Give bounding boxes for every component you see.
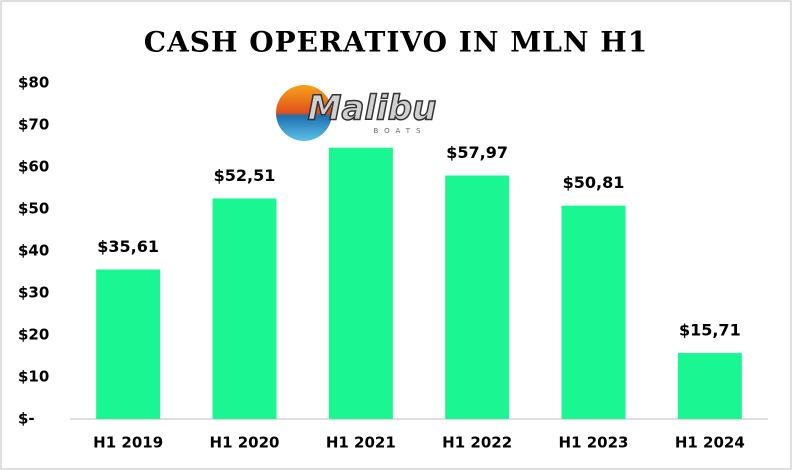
y-tick-label: $- bbox=[18, 410, 35, 428]
y-tick-label: $20 bbox=[18, 326, 49, 344]
bar bbox=[328, 147, 393, 419]
value-label: $52,51 bbox=[214, 166, 276, 185]
bar bbox=[96, 269, 161, 419]
bar bbox=[445, 175, 510, 419]
x-tick-label: H1 2020 bbox=[210, 434, 280, 452]
y-tick-label: $70 bbox=[18, 116, 49, 134]
x-tick-label: H1 2023 bbox=[559, 434, 629, 452]
x-tick-label: H1 2024 bbox=[675, 434, 745, 452]
x-tick-label: H1 2019 bbox=[93, 434, 163, 452]
value-label: $15,71 bbox=[679, 321, 741, 340]
y-tick-label: $80 bbox=[18, 74, 49, 92]
y-tick-label: $60 bbox=[18, 158, 49, 176]
x-tick-label: H1 2022 bbox=[442, 434, 512, 452]
y-tick-label: $10 bbox=[18, 368, 49, 386]
bar bbox=[677, 353, 742, 419]
value-label: $50,81 bbox=[563, 173, 625, 192]
logo: Malibu BOATS bbox=[276, 85, 437, 141]
y-tick-label: $50 bbox=[18, 200, 49, 218]
logo-sun bbox=[276, 85, 332, 141]
logo-subtext: BOATS bbox=[373, 127, 426, 135]
chart-title: CASH OPERATIVO IN MLN H1 bbox=[144, 26, 648, 59]
y-tick-label: $40 bbox=[18, 242, 49, 260]
logo-text: Malibu bbox=[308, 89, 437, 129]
value-label: $35,61 bbox=[97, 237, 159, 256]
bar bbox=[212, 198, 277, 419]
bar bbox=[561, 205, 626, 419]
x-tick-label: H1 2021 bbox=[326, 434, 396, 452]
y-tick-label: $30 bbox=[18, 284, 49, 302]
value-label: $57,97 bbox=[446, 143, 508, 162]
